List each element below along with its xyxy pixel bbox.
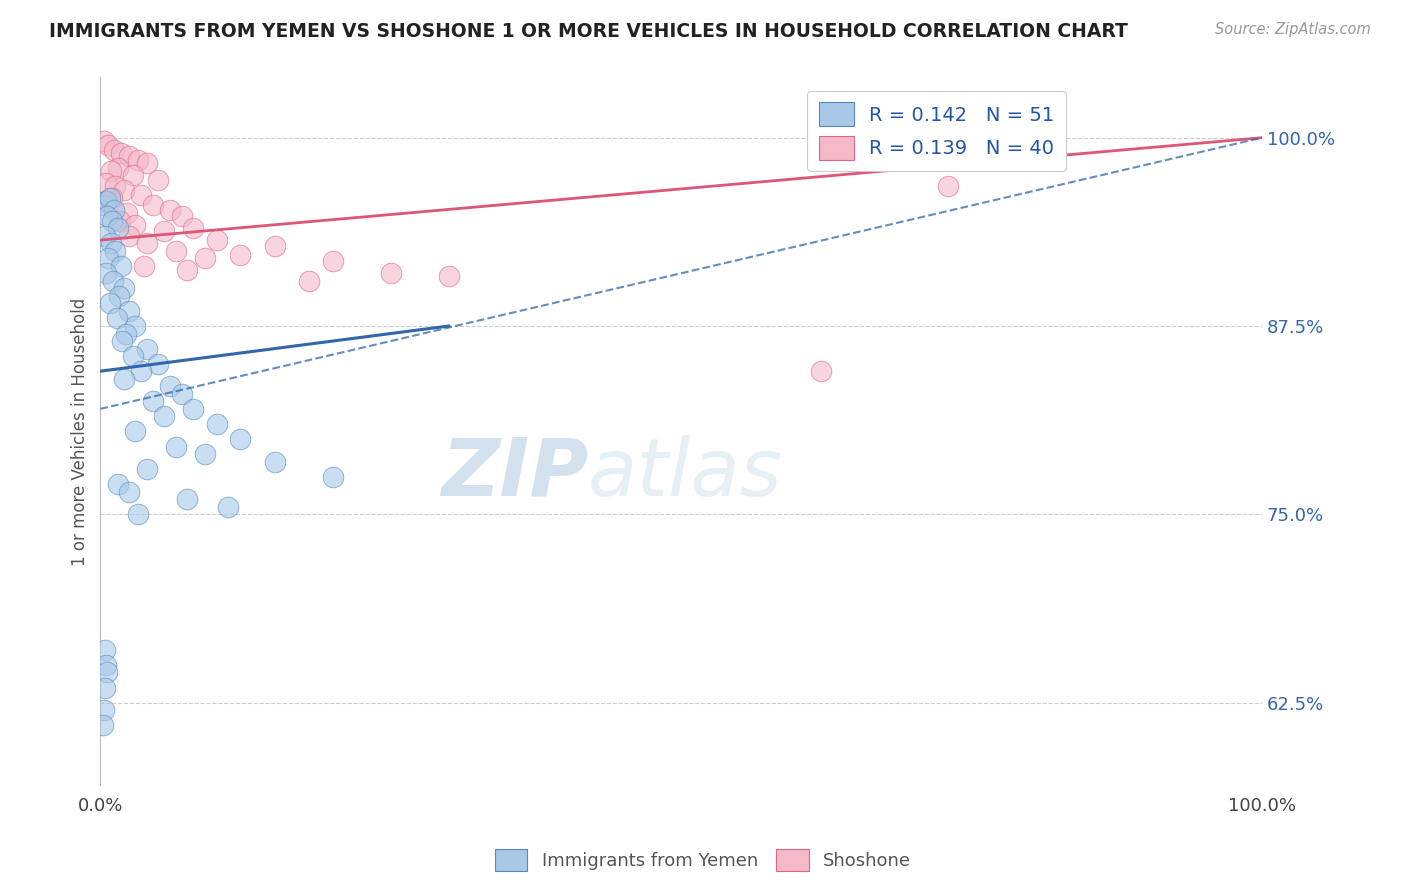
Point xyxy=(437,269,460,284)
Point xyxy=(135,236,157,251)
Point xyxy=(129,188,152,202)
Point xyxy=(380,266,402,280)
Point xyxy=(107,161,129,175)
Point xyxy=(105,311,128,326)
Text: ZIP: ZIP xyxy=(441,435,588,513)
Point xyxy=(124,218,146,232)
Point xyxy=(170,209,193,223)
Point xyxy=(810,364,832,378)
Point xyxy=(176,263,198,277)
Point xyxy=(93,703,115,717)
Point xyxy=(181,221,204,235)
Point xyxy=(118,484,141,499)
Point xyxy=(159,379,181,393)
Point xyxy=(110,259,132,273)
Point xyxy=(101,191,124,205)
Point xyxy=(263,239,285,253)
Point xyxy=(96,194,118,208)
Point xyxy=(176,492,198,507)
Point xyxy=(229,432,252,446)
Point xyxy=(229,248,252,262)
Point xyxy=(112,281,135,295)
Point xyxy=(96,194,118,208)
Point xyxy=(91,718,114,732)
Point xyxy=(322,469,344,483)
Point xyxy=(118,304,141,318)
Point xyxy=(108,213,131,227)
Text: Source: ZipAtlas.com: Source: ZipAtlas.com xyxy=(1215,22,1371,37)
Point xyxy=(103,202,125,217)
Point xyxy=(127,508,149,522)
Point xyxy=(104,244,127,258)
Point xyxy=(122,349,145,363)
Point xyxy=(107,477,129,491)
Text: IMMIGRANTS FROM YEMEN VS SHOSHONE 1 OR MORE VEHICLES IN HOUSEHOLD CORRELATION CH: IMMIGRANTS FROM YEMEN VS SHOSHONE 1 OR M… xyxy=(49,22,1128,41)
Point xyxy=(111,334,134,348)
Point xyxy=(148,357,170,371)
Point xyxy=(100,236,122,251)
Point xyxy=(122,169,145,183)
Point xyxy=(98,296,121,310)
Point xyxy=(165,244,187,258)
Point xyxy=(322,254,344,268)
Point xyxy=(181,401,204,416)
Point xyxy=(112,372,135,386)
Point xyxy=(100,164,122,178)
Point xyxy=(170,386,193,401)
Point xyxy=(93,198,115,212)
Point xyxy=(108,289,131,303)
Point xyxy=(101,274,124,288)
Legend: Immigrants from Yemen, Shoshone: Immigrants from Yemen, Shoshone xyxy=(488,842,918,879)
Point xyxy=(263,454,285,468)
Point xyxy=(205,233,228,247)
Text: atlas: atlas xyxy=(588,435,783,513)
Point xyxy=(94,643,117,657)
Point xyxy=(127,153,149,168)
Point xyxy=(148,173,170,187)
Point xyxy=(94,681,117,695)
Point xyxy=(124,318,146,333)
Point xyxy=(153,224,176,238)
Point xyxy=(134,259,156,273)
Point xyxy=(159,202,181,217)
Point xyxy=(96,209,118,223)
Point xyxy=(115,206,138,220)
Point xyxy=(142,198,165,212)
Point xyxy=(135,342,157,356)
Point xyxy=(94,228,117,243)
Point xyxy=(118,228,141,243)
Point xyxy=(124,425,146,439)
Point xyxy=(103,143,125,157)
Legend: R = 0.142   N = 51, R = 0.139   N = 40: R = 0.142 N = 51, R = 0.139 N = 40 xyxy=(807,91,1066,171)
Point xyxy=(165,440,187,454)
Y-axis label: 1 or more Vehicles in Household: 1 or more Vehicles in Household xyxy=(72,297,89,566)
Point xyxy=(135,156,157,170)
Point xyxy=(104,178,127,193)
Point xyxy=(98,191,121,205)
Point xyxy=(936,178,959,193)
Point xyxy=(97,138,120,153)
Point xyxy=(112,183,135,197)
Point xyxy=(101,213,124,227)
Point xyxy=(194,251,217,265)
Point xyxy=(194,447,217,461)
Point xyxy=(96,266,118,280)
Point xyxy=(135,462,157,476)
Point xyxy=(142,394,165,409)
Point xyxy=(153,409,176,424)
Point xyxy=(205,417,228,431)
Point xyxy=(97,251,120,265)
Point xyxy=(298,274,321,288)
Point xyxy=(96,665,118,680)
Point xyxy=(110,145,132,160)
Point xyxy=(129,364,152,378)
Point xyxy=(96,176,118,190)
Point xyxy=(107,221,129,235)
Point xyxy=(93,134,115,148)
Point xyxy=(217,500,239,514)
Point xyxy=(96,657,118,672)
Point xyxy=(118,149,141,163)
Point xyxy=(115,326,138,341)
